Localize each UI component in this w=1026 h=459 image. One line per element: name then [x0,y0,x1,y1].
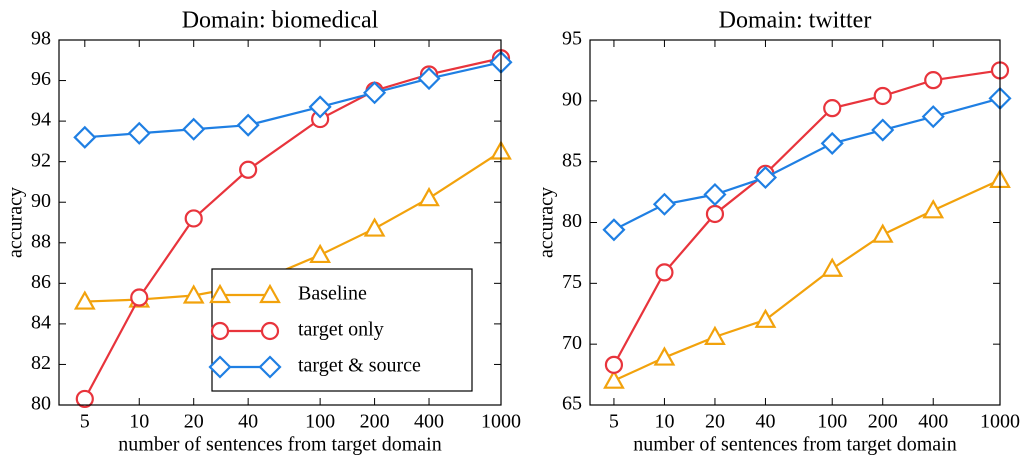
data-point [871,118,895,142]
x-tick-label: 100 [305,411,335,433]
data-point [308,95,332,119]
x-tick-label: 5 [609,411,619,433]
data-point [309,243,332,264]
legend-marker [208,355,232,379]
x-tick-label: 200 [360,411,390,433]
legend-label: target only [298,319,384,341]
legend-label: target & source [298,355,421,377]
y-tick-label: 88 [31,230,51,252]
data-point [130,288,149,307]
y-tick-label: 86 [31,271,51,293]
plot-frame [58,39,502,406]
legend-marker [210,321,230,341]
y-tick-label: 75 [562,271,582,293]
y-tick-label: 70 [562,332,582,354]
data-point [602,218,626,242]
data-point [75,389,94,409]
y-tick-label: 98 [31,28,51,50]
legend-marker [260,321,280,341]
data-point [417,66,441,91]
y-tick-label: 96 [31,68,51,90]
data-point [73,125,97,149]
x-axis-label: number of sentences from target domain [633,434,956,456]
x-tick-label: 1000 [980,411,1020,433]
data-point [184,209,203,228]
series-line [613,178,1001,382]
x-tick-label: 10 [654,411,674,433]
x-tick-label: 10 [129,411,149,433]
data-point [820,131,844,155]
data-point [924,71,943,90]
y-axis-label: accuracy [5,187,27,258]
x-tick-label: 40 [238,411,258,433]
data-point [182,117,206,141]
data-point [653,346,676,366]
x-axis-label: number of sentences from target domain [118,434,441,456]
data-point [871,223,894,243]
data-point [363,81,387,105]
y-tick-label: 80 [562,210,582,232]
x-tick-label: 1000 [481,411,521,433]
data-point [418,186,440,207]
x-tick-label: 200 [868,411,898,433]
data-point [754,308,777,328]
data-point [704,325,726,345]
legend-marker [258,355,282,379]
x-tick-label: 20 [705,411,725,433]
data-point [655,263,674,282]
x-tick-label: 100 [817,411,847,433]
data-point [604,355,624,374]
data-point [821,257,844,277]
y-axis-label: accuracy [536,187,558,258]
x-tick-label: 40 [755,411,775,433]
legend-label: Baseline [298,283,367,305]
data-point [753,165,778,190]
y-tick-label: 92 [31,149,51,171]
x-tick-label: 20 [184,411,204,433]
chart-title: Domain: twitter [719,8,872,34]
data-point [127,121,151,145]
data-point [239,160,258,179]
data-point [921,105,945,129]
data-point [603,369,625,389]
data-point [236,113,260,137]
legend-marker [259,283,281,304]
data-point [873,86,892,106]
chart-title: Domain: biomedical [182,8,379,34]
data-point [652,192,676,216]
data-point [363,217,386,237]
y-tick-label: 84 [31,311,51,333]
data-point [73,290,96,310]
y-tick-label: 85 [562,149,582,171]
y-tick-label: 80 [31,393,51,415]
y-tick-label: 82 [31,352,51,374]
series-line [84,61,502,139]
y-tick-label: 95 [562,28,582,50]
legend-marker [209,283,231,304]
data-point [922,199,945,219]
x-tick-label: 400 [918,411,948,433]
y-tick-label: 90 [31,190,51,212]
data-point [705,204,725,224]
y-tick-label: 90 [562,88,582,110]
y-tick-label: 94 [31,109,51,131]
x-tick-label: 400 [414,411,444,433]
data-point [823,99,842,118]
y-tick-label: 65 [562,393,582,415]
x-tick-label: 5 [80,411,90,433]
data-point [182,284,205,304]
data-point [703,182,727,207]
plot-frame [589,39,1001,406]
